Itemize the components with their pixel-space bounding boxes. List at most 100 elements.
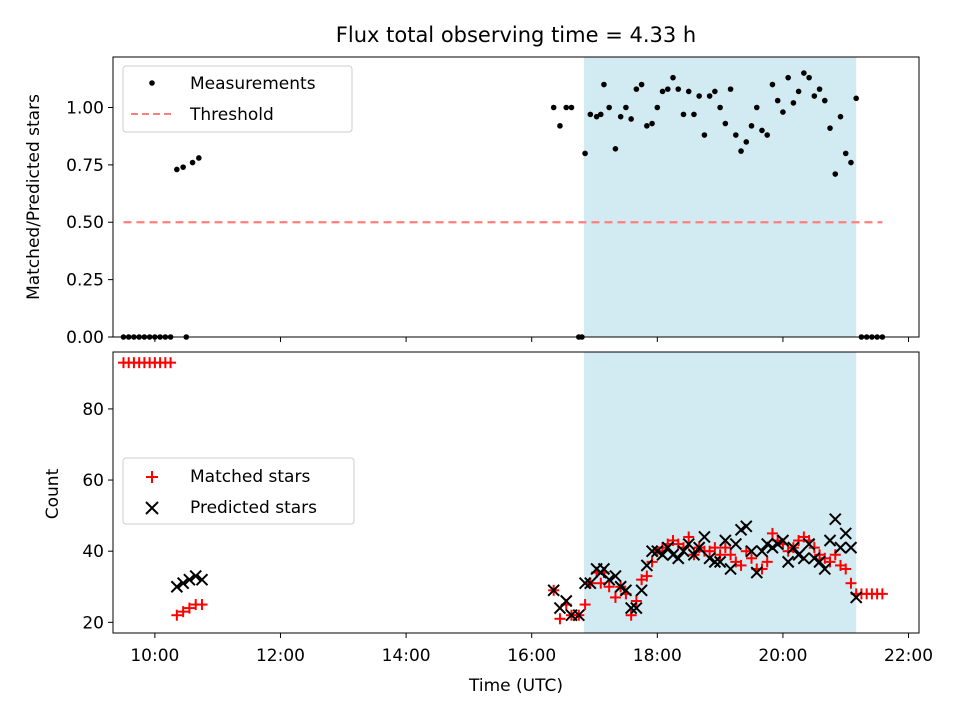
predicted-star-point xyxy=(781,555,795,569)
measurement-point xyxy=(743,139,750,145)
top-panel: 0.00 0.25 0.50 0.75 1.00 Matched/Predicted s… xyxy=(24,56,920,348)
measurement-point xyxy=(712,88,718,95)
measurement-point xyxy=(550,104,557,111)
measurement-point xyxy=(196,155,202,161)
predicted-star-point xyxy=(818,562,831,576)
predicted-star-point xyxy=(547,584,560,597)
predicted-star-point xyxy=(823,534,837,547)
x-tick-label: 14:00 xyxy=(382,646,431,666)
measurement-point xyxy=(780,109,786,115)
predicted-star-point xyxy=(734,523,748,537)
predicted-star-point xyxy=(703,552,716,565)
y-tick-label: 1.00 xyxy=(66,98,104,118)
predicted-star-point xyxy=(787,541,800,554)
legend-predicted-label: Predicted stars xyxy=(190,498,317,518)
matched-star-point xyxy=(646,556,658,568)
bottom-axes-frame xyxy=(112,351,920,634)
measurement-point xyxy=(816,86,823,92)
x-tick-label: 12:00 xyxy=(256,646,305,666)
measurement-point xyxy=(748,123,755,129)
predicted-star-point xyxy=(829,512,842,526)
measurement-point xyxy=(706,93,713,99)
y-tick-label: 40 xyxy=(82,542,104,562)
top-marks xyxy=(120,70,886,340)
matched-star-point xyxy=(177,606,189,618)
predicted-star-point xyxy=(797,552,811,565)
bottom-y-axis-label: Count xyxy=(43,468,63,519)
measurement-point xyxy=(764,132,771,138)
predicted-star-point xyxy=(708,555,722,569)
legend-predicted-marker xyxy=(145,501,159,515)
y-tick-label: 0.50 xyxy=(66,213,104,233)
predicted-star-point xyxy=(698,530,711,544)
predicted-star-point xyxy=(802,537,816,551)
bottom-panel: 20 40 60 80 10:00 12:00 14:00 16:00 18:00 20:00 2… xyxy=(43,351,933,696)
matched-star-point xyxy=(746,552,758,564)
measurement-point xyxy=(633,86,640,92)
predicted-star-point xyxy=(584,576,597,590)
chart-title: Flux total observing time = 4.33 h xyxy=(336,23,696,47)
measurement-point xyxy=(654,104,661,111)
matched-star-point xyxy=(625,609,637,621)
matched-star-point xyxy=(756,563,768,575)
measurement-point xyxy=(612,146,619,152)
x-tick-label: 18:00 xyxy=(633,646,682,666)
y-tick-label: 60 xyxy=(82,471,104,491)
matched-star-point xyxy=(725,549,737,561)
predicted-star-point xyxy=(572,609,586,622)
predicted-star-point xyxy=(609,569,622,583)
y-tick-label: 80 xyxy=(82,400,104,420)
predicted-star-point xyxy=(195,573,209,586)
predicted-star-point xyxy=(666,548,680,561)
legend-matched-label: Matched stars xyxy=(190,467,310,487)
x-tick-label: 16:00 xyxy=(507,646,556,666)
measurement-point xyxy=(759,127,765,134)
x-tick-label: 20:00 xyxy=(758,646,807,666)
predicted-star-point xyxy=(176,576,190,590)
predicted-star-point xyxy=(672,552,685,565)
legend-measurements-label: Measurements xyxy=(190,74,316,94)
matched-star-point xyxy=(808,542,820,554)
predicted-star-point xyxy=(834,541,847,554)
x-tick-label: 22:00 xyxy=(884,646,933,666)
measurement-point xyxy=(701,132,708,138)
measurement-point xyxy=(821,97,828,104)
x-tick-label: 10:00 xyxy=(130,646,179,666)
predicted-star-point xyxy=(792,548,805,561)
measurement-point xyxy=(827,125,833,131)
predicted-star-point xyxy=(578,576,592,590)
predicted-star-point xyxy=(813,555,826,569)
measurement-point xyxy=(664,86,671,92)
matched-star-point xyxy=(845,577,857,589)
matched-star-point xyxy=(829,549,841,561)
matched-star-point xyxy=(840,563,852,575)
measurement-point xyxy=(189,159,196,166)
matched-star-point xyxy=(719,542,731,554)
predicted-star-point xyxy=(614,580,627,593)
measurement-point xyxy=(617,113,624,120)
measurement-point xyxy=(811,93,818,99)
matched-star-point xyxy=(579,599,591,611)
predicted-star-point xyxy=(640,559,654,572)
matched-star-point xyxy=(876,588,888,600)
measurement-point xyxy=(659,88,666,95)
matched-star-point xyxy=(603,581,615,593)
matched-star-point xyxy=(196,599,208,611)
matched-star-point xyxy=(824,556,836,568)
measurement-point xyxy=(738,148,744,154)
predicted-star-point xyxy=(844,541,858,554)
legend-threshold-label: Threshold xyxy=(189,105,274,125)
predicted-star-point xyxy=(776,534,790,547)
matched-star-point xyxy=(554,613,566,625)
measurement-point xyxy=(696,93,702,99)
measurement-point xyxy=(753,104,760,111)
measurement-point xyxy=(582,150,588,157)
measurement-point xyxy=(790,100,797,106)
measurement-point xyxy=(848,159,854,166)
predicted-star-point xyxy=(719,534,732,547)
matched-star-point xyxy=(714,549,726,561)
measurement-point xyxy=(587,111,594,118)
predicted-star-point xyxy=(560,594,573,608)
measurement-point xyxy=(691,111,697,118)
